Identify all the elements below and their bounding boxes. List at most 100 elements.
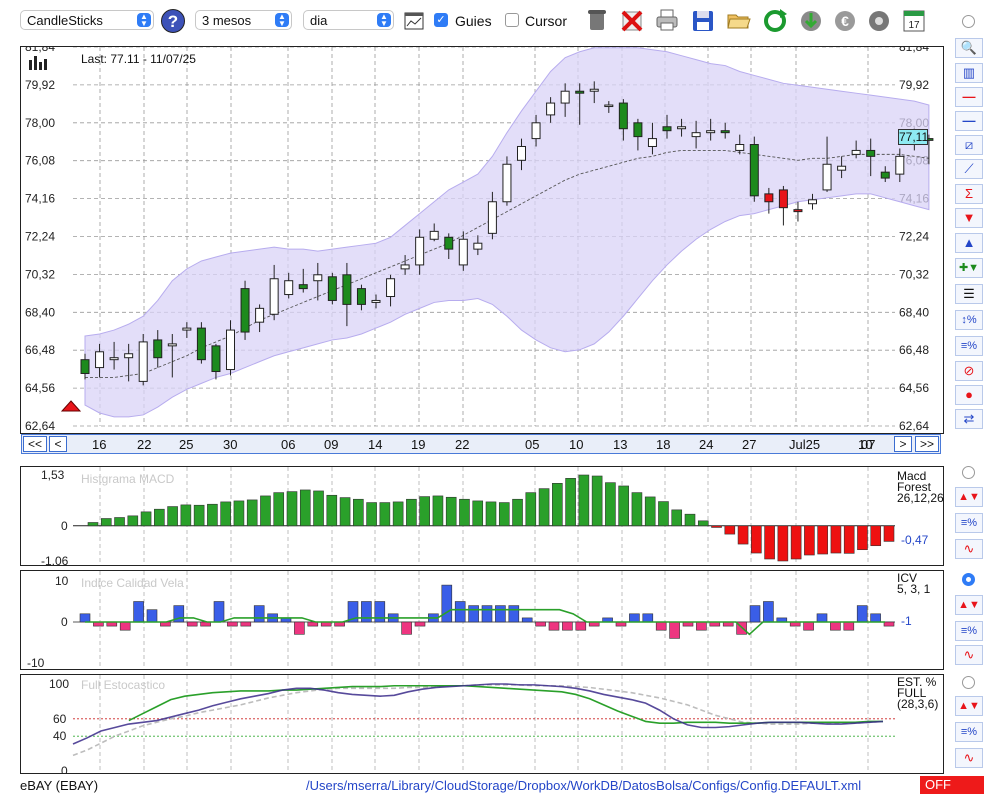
status-off-button[interactable]: OFF bbox=[920, 776, 984, 794]
y-tick-label: -1,06 bbox=[41, 554, 69, 565]
macd-bar bbox=[406, 498, 417, 527]
candle-body bbox=[866, 149, 876, 157]
macd-panel: 1,53 0 -1,06 Histgrama MACD Macd Forest 26… bbox=[20, 466, 944, 566]
cursor-checkbox[interactable] bbox=[505, 13, 519, 27]
arrow-up-blue-icon[interactable]: ▲ bbox=[955, 233, 983, 253]
delete-chart-icon[interactable] bbox=[619, 6, 645, 34]
ticker-label: eBAY (EBAY) bbox=[20, 778, 99, 793]
icv-bar bbox=[374, 601, 386, 623]
stochastic-signals-icon[interactable]: ▲▼ bbox=[955, 696, 983, 716]
macd-panel-radio[interactable] bbox=[962, 466, 975, 479]
icv-curve-icon[interactable]: ∿ bbox=[955, 645, 983, 665]
horizontal-line-blue-icon[interactable]: — bbox=[955, 111, 983, 131]
icv-legend-line2: 5, 3, 1 bbox=[897, 582, 931, 596]
macd-signals-icon[interactable]: ▲▼ bbox=[955, 487, 983, 507]
icv-panel-radio[interactable] bbox=[962, 573, 975, 586]
macd-bar bbox=[525, 492, 537, 527]
candle-body bbox=[589, 88, 599, 92]
price-panel-radio[interactable] bbox=[962, 15, 975, 28]
grid-lines-icon[interactable]: ☰ bbox=[955, 284, 983, 304]
folder-open-icon[interactable] bbox=[726, 6, 752, 34]
trash-icon[interactable] bbox=[584, 6, 610, 34]
icv-lines-percent-icon[interactable]: ≡% bbox=[955, 621, 983, 641]
lines-percent-icon[interactable]: ≡% bbox=[955, 336, 983, 356]
chevron-updown-icon: ▲ ▼ bbox=[377, 13, 391, 28]
x-tick-label: 22 bbox=[455, 437, 470, 452]
chevron-updown-icon: ▲ ▼ bbox=[275, 13, 289, 28]
scroll-next-button[interactable]: > bbox=[894, 436, 912, 452]
chart-window-icon[interactable] bbox=[404, 12, 424, 30]
stochastic-panel-radio[interactable] bbox=[962, 676, 975, 689]
record-dot-icon[interactable]: ● bbox=[955, 385, 983, 405]
icv-signals-icon[interactable]: ▲▼ bbox=[955, 595, 983, 615]
arrow-down-red-icon[interactable]: ▼ bbox=[955, 208, 983, 228]
scroll-last-button[interactable]: >> bbox=[915, 436, 939, 452]
candle bbox=[255, 304, 265, 333]
y-tick-label: 60 bbox=[53, 712, 67, 726]
x-tick-label: 10 bbox=[858, 437, 873, 452]
chart-type-select[interactable]: CandleSticks ▲ ▼ bbox=[20, 10, 154, 30]
refresh-icon[interactable] bbox=[762, 6, 788, 34]
candle bbox=[226, 320, 235, 376]
stochastic-curve-icon[interactable]: ∿ bbox=[955, 748, 983, 768]
buy-sell-markers-icon[interactable]: ✚▼ bbox=[955, 258, 983, 278]
x-tick-label: 10 bbox=[569, 437, 584, 452]
stochastic-panel: 100 60 40 0 Full Estocastico EST. % FULL (2… bbox=[20, 674, 944, 774]
candle-body bbox=[415, 236, 425, 266]
icv-bar bbox=[830, 621, 841, 631]
macd-legend-line2: Forest bbox=[897, 480, 932, 494]
candle-body bbox=[342, 274, 352, 305]
macd-bar bbox=[299, 489, 311, 527]
chevron-updown-icon: ▲ ▼ bbox=[137, 13, 151, 28]
download-icon[interactable] bbox=[798, 6, 824, 34]
candle bbox=[531, 114, 541, 147]
config-path-link[interactable]: /Users/mserra/Library/CloudStorage/Dropb… bbox=[306, 778, 862, 793]
guides-checkbox[interactable]: ✓ bbox=[434, 13, 448, 27]
zoom-search-icon[interactable]: 🔍 bbox=[955, 38, 983, 58]
period-select[interactable]: dia ▲ ▼ bbox=[303, 10, 394, 30]
macd-bar bbox=[737, 525, 749, 545]
candle bbox=[589, 81, 599, 104]
candle bbox=[808, 193, 817, 210]
channel-tool-icon[interactable]: ⧄ bbox=[955, 135, 983, 155]
macd-bar bbox=[711, 525, 722, 528]
scroll-first-button[interactable]: << bbox=[23, 436, 47, 452]
icv-bar bbox=[441, 584, 453, 623]
trend-line-icon[interactable]: ⟋ bbox=[955, 159, 983, 179]
macd-bar bbox=[114, 517, 125, 527]
macd-curve-icon[interactable]: ∿ bbox=[955, 539, 983, 559]
range-select[interactable]: 3 mesos ▲ ▼ bbox=[195, 10, 292, 30]
printer-icon[interactable] bbox=[654, 6, 680, 34]
volume-bars-icon[interactable] bbox=[28, 54, 50, 70]
candle-body bbox=[895, 155, 905, 175]
cursor-label: Cursor bbox=[525, 13, 568, 29]
x-tick-label: 16 bbox=[92, 437, 107, 452]
macd-bar bbox=[512, 498, 523, 527]
settings-gear-icon[interactable] bbox=[866, 6, 892, 34]
macd-title: Histgrama MACD bbox=[81, 472, 175, 486]
vertical-percent-icon[interactable]: ↕% bbox=[955, 310, 983, 330]
macd-bar bbox=[870, 525, 882, 547]
stochastic-lines-percent-icon[interactable]: ≡% bbox=[955, 722, 983, 742]
fibonacci-tool-icon[interactable]: Σ bbox=[955, 184, 983, 204]
candle bbox=[575, 83, 585, 125]
chart-style-icon[interactable]: ▥ bbox=[955, 63, 983, 83]
icv-bar bbox=[133, 601, 144, 623]
swap-arrows-icon[interactable]: ⇄ bbox=[955, 409, 983, 429]
macd-bar bbox=[260, 495, 271, 527]
calendar-icon[interactable]: 17 bbox=[901, 6, 927, 34]
icv-bar bbox=[669, 621, 680, 639]
y-tick-label-left: 78,00 bbox=[25, 116, 55, 130]
candle-body bbox=[356, 288, 366, 305]
no-entry-icon[interactable]: ⊘ bbox=[955, 361, 983, 381]
save-icon[interactable] bbox=[690, 6, 716, 34]
currency-euro-icon[interactable]: € bbox=[832, 6, 858, 34]
macd-lines-percent-icon[interactable]: ≡% bbox=[955, 513, 983, 533]
horizontal-line-red-icon[interactable]: — bbox=[955, 87, 983, 107]
icv-signal-line bbox=[85, 608, 885, 636]
icv-chart: 10 0 -10 bbox=[27, 571, 895, 669]
candle bbox=[386, 274, 396, 307]
candle-body bbox=[138, 341, 148, 382]
scroll-prev-button[interactable]: < bbox=[49, 436, 67, 452]
help-icon[interactable]: ? bbox=[161, 9, 185, 33]
